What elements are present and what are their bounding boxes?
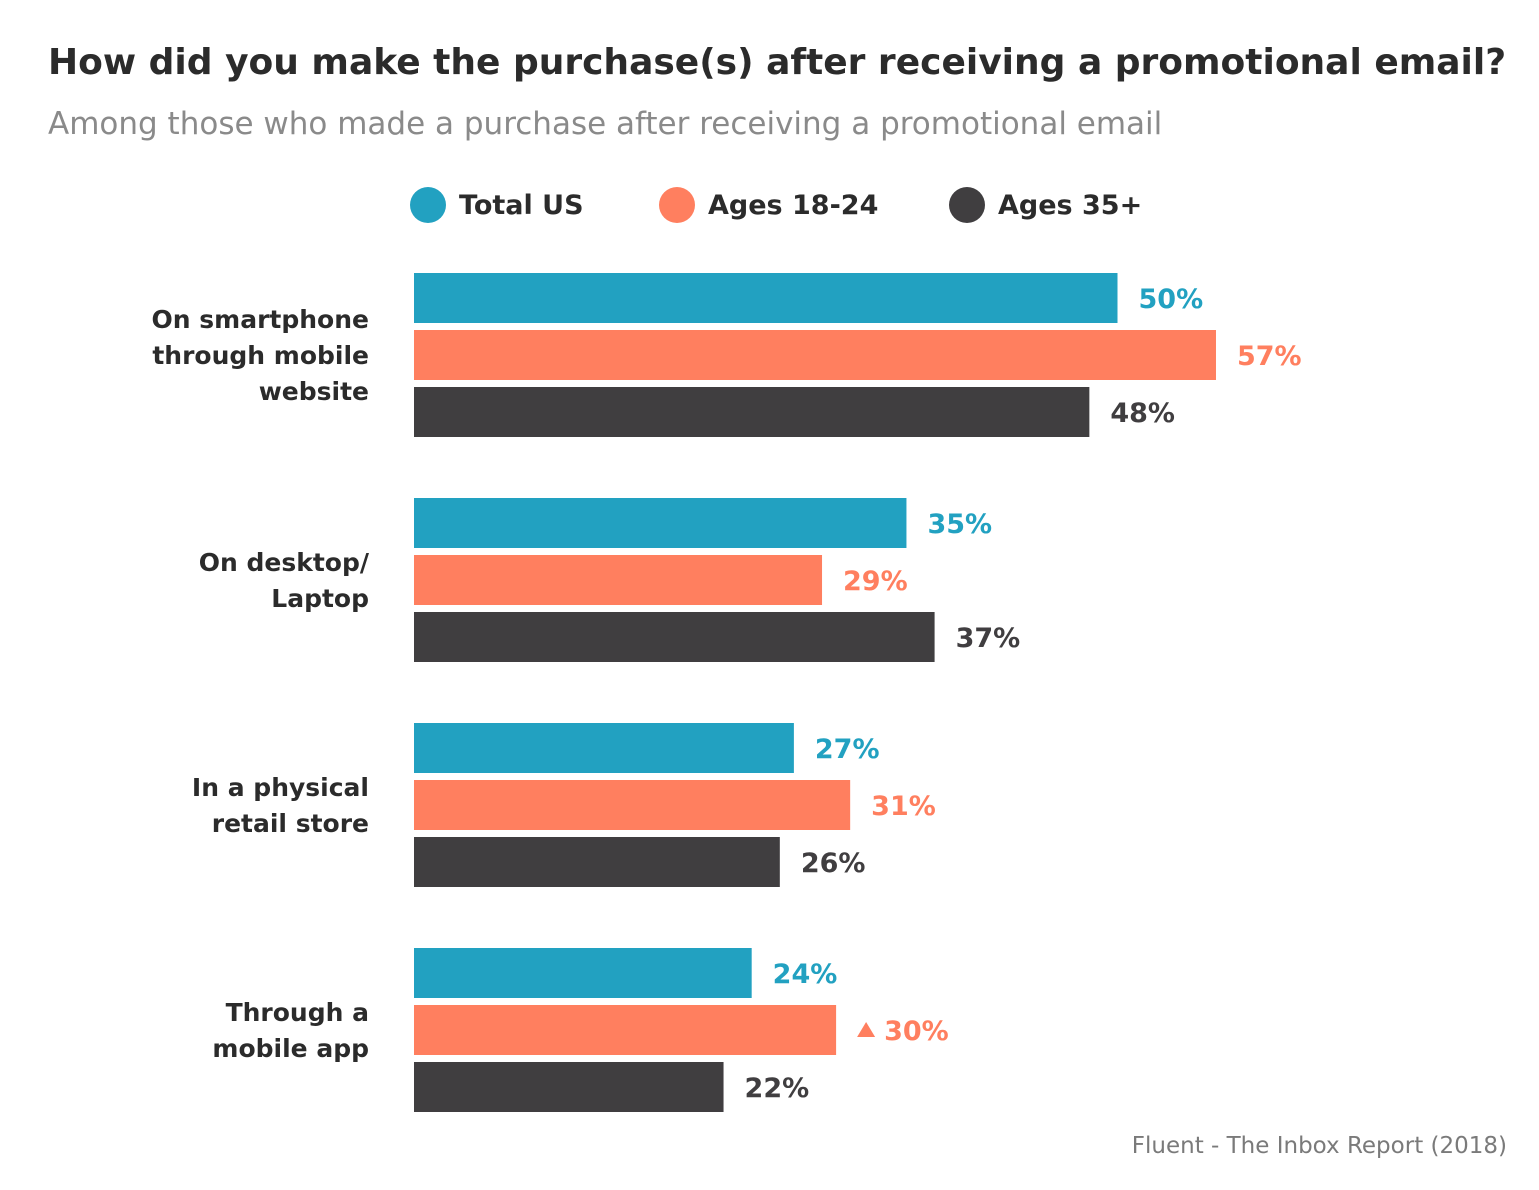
value-label-1-1: 50% — [1139, 284, 1204, 315]
value-label-4-3: 22% — [745, 1073, 810, 1104]
legend-label-3: Ages 35+ — [998, 190, 1142, 221]
category-label-3: In a physical retail store — [192, 773, 369, 838]
category-label-line: On desktop/ — [199, 548, 370, 577]
value-label-2-3: 37% — [956, 623, 1021, 654]
legend: Total US Ages 18-24 Ages 35+ — [410, 187, 1142, 223]
value-label-3-1: 27% — [815, 734, 880, 765]
value-label-3-3: 26% — [801, 848, 866, 879]
legend-label-2: Ages 18-24 — [708, 190, 878, 221]
value-label-4-1: 24% — [773, 959, 838, 990]
bar-4-1 — [414, 948, 752, 998]
bar-2-1 — [414, 498, 907, 548]
value-label-3-2: 31% — [871, 791, 936, 822]
bar-3-2 — [414, 780, 851, 830]
bar-1-3 — [414, 387, 1090, 437]
category-label-line: Laptop — [271, 584, 369, 613]
value-label-2-2: 29% — [843, 566, 908, 597]
bar-1-2 — [414, 330, 1216, 380]
category-label-line: On smartphone — [152, 305, 369, 334]
bar-2-2 — [414, 555, 823, 605]
chart-subtitle: Among those who made a purchase after re… — [48, 106, 1163, 142]
category-label-1: On smartphone through mobile website — [152, 305, 369, 406]
category-label-line: retail store — [212, 809, 369, 838]
legend-swatch-1 — [410, 187, 446, 223]
legend-label-1: Total US — [459, 190, 584, 221]
category-label-line: website — [259, 377, 369, 406]
category-label-line: mobile app — [212, 1034, 369, 1063]
value-label-2-1: 35% — [927, 509, 992, 540]
chart-title: How did you make the purchase(s) after r… — [48, 42, 1507, 83]
value-label-1-3: 48% — [1110, 398, 1175, 429]
value-label-4-2: 30% — [884, 1016, 949, 1047]
bar-4-2 — [414, 1005, 837, 1055]
chart-source: Fluent - The Inbox Report (2018) — [1131, 1133, 1507, 1159]
category-labels: On smartphone through mobile website On des… — [152, 305, 370, 1063]
bar-2-3 — [414, 612, 935, 662]
category-label-2: On desktop/Laptop — [199, 548, 370, 613]
category-label-line: In a physical — [192, 773, 369, 802]
bars — [414, 273, 1216, 1112]
bar-3-1 — [414, 723, 794, 773]
value-labels: 50% 57% 48% 35% 29% 37% 27% 31%26% 24% 30% 22% — [745, 284, 1302, 1104]
category-label-4: Through a mobile app — [212, 998, 369, 1063]
up-triangle-icon — [857, 1022, 876, 1037]
bar-3-3 — [414, 837, 780, 887]
legend-swatch-2 — [659, 187, 695, 223]
category-label-line: through mobile — [152, 341, 369, 370]
bar-4-3 — [414, 1062, 724, 1112]
category-label-line: Through a — [226, 998, 369, 1027]
bar-1-1 — [414, 273, 1118, 323]
value-label-1-2: 57% — [1237, 341, 1302, 372]
legend-swatch-3 — [949, 187, 985, 223]
